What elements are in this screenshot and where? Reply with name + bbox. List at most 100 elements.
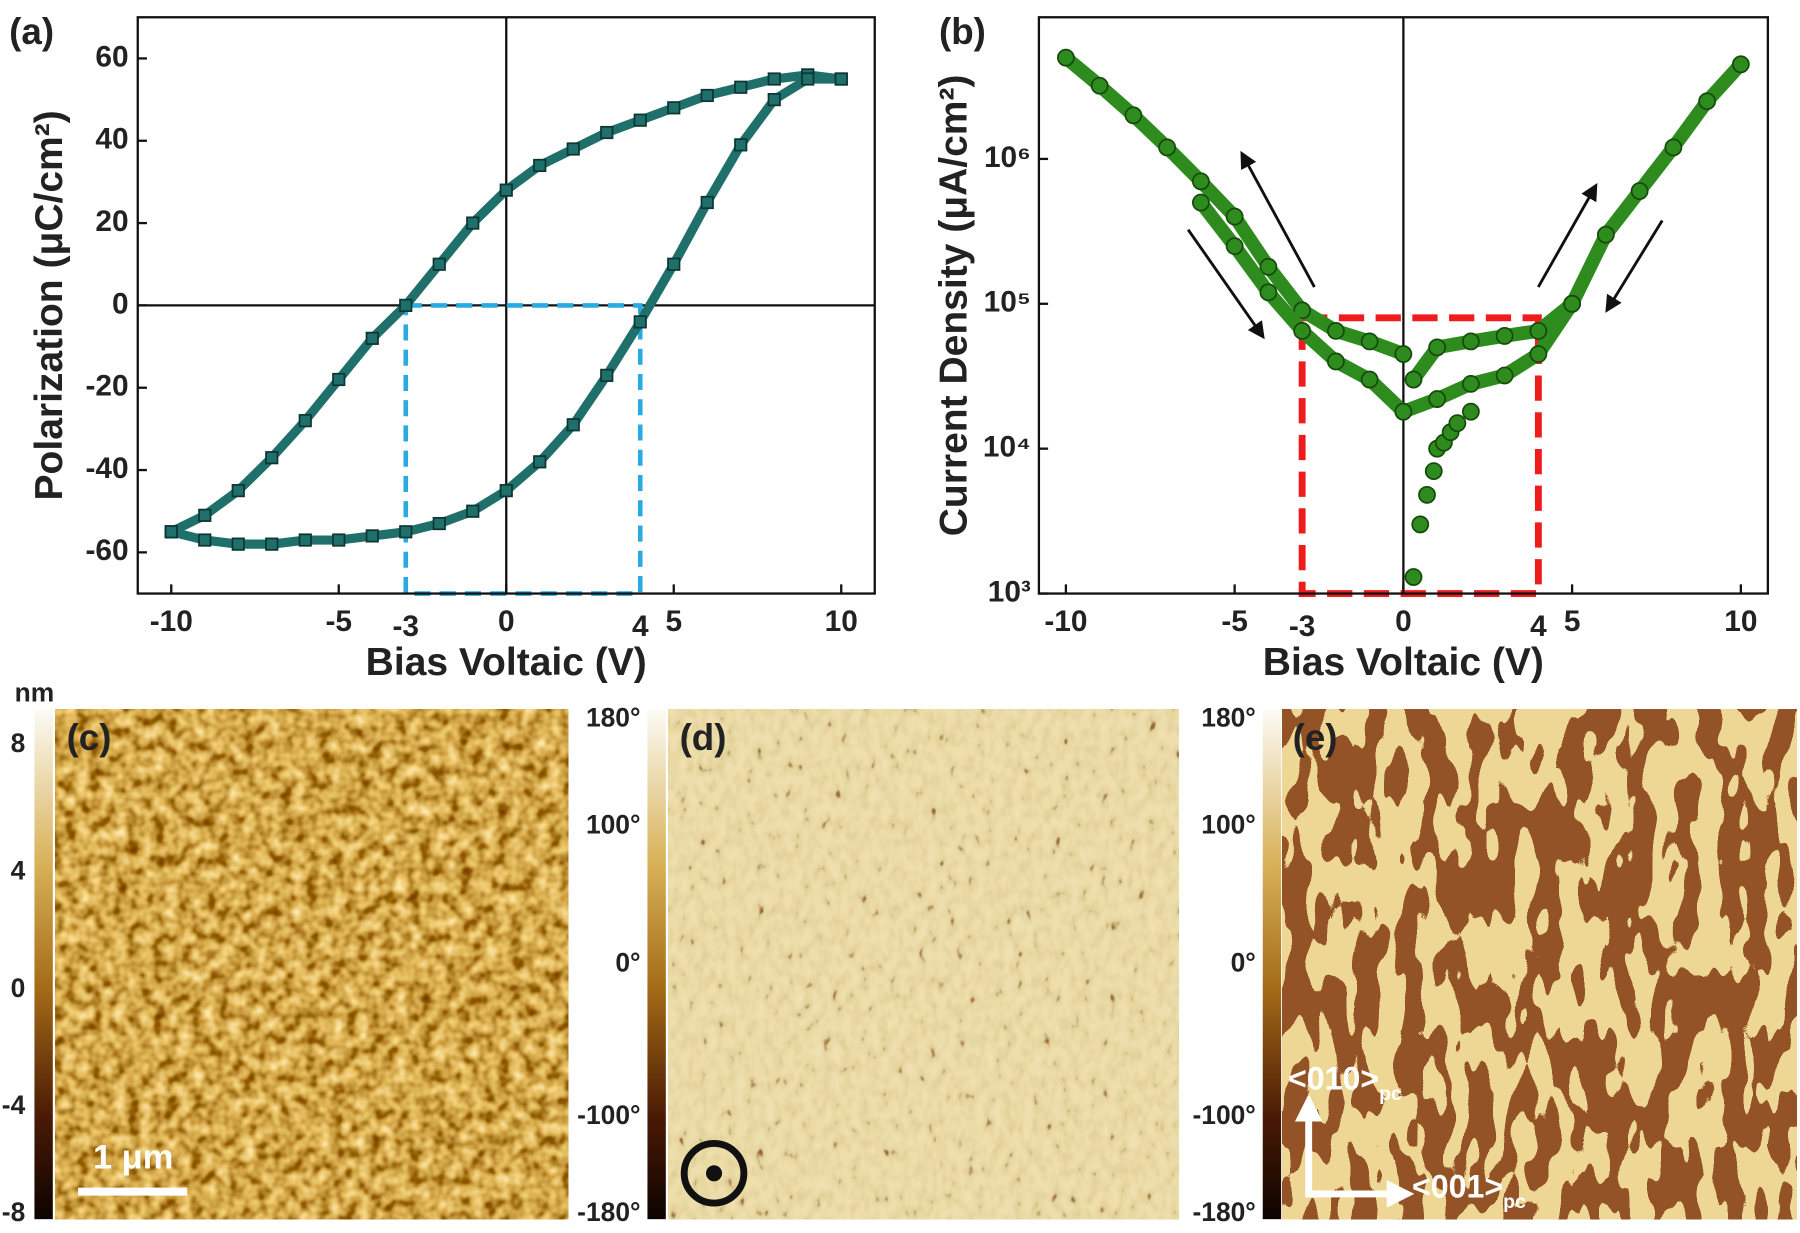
data-point: [1404, 568, 1423, 586]
colorbar-tick-label: 0°: [1231, 947, 1256, 977]
data-point: [499, 183, 513, 197]
data-point: [466, 504, 480, 518]
data-point: [1495, 327, 1514, 345]
colorbar-tick-label: -100°: [1192, 1100, 1255, 1130]
data-point: [1529, 321, 1548, 340]
y-tick-label: 40: [95, 123, 128, 156]
panel-label: (c): [67, 717, 112, 758]
data-point: [265, 451, 279, 465]
annotation: 4: [1530, 610, 1547, 643]
data-point: [1461, 402, 1480, 421]
colorbar-tick-label: 100°: [586, 810, 641, 840]
data-point: [834, 72, 848, 86]
direction-sub: pc: [1379, 1083, 1402, 1105]
y-tick-label: 60: [95, 40, 128, 73]
data-point: [700, 195, 714, 210]
data-point: [365, 529, 379, 543]
colorbar-tick-label: 0: [11, 973, 26, 1003]
panel-label: (d): [680, 717, 727, 758]
data-point: [1529, 345, 1548, 363]
data-point: [466, 216, 480, 230]
data-point: [1448, 414, 1467, 433]
data-point: [734, 80, 748, 94]
data-point: [533, 158, 547, 173]
data-point: [432, 516, 446, 531]
panel-label: (b): [939, 11, 986, 52]
panel-label: (e): [1293, 717, 1338, 758]
data-point: [1428, 338, 1447, 357]
data-point: [332, 372, 346, 387]
data-point: [566, 142, 580, 156]
y-axis-label: Current Density (μA/cm²): [933, 75, 976, 537]
data-point: [1158, 138, 1177, 157]
data-point: [1596, 225, 1615, 244]
y-tick-label: 10⁶: [984, 141, 1031, 174]
data-point: [1326, 321, 1345, 340]
data-point: [298, 414, 312, 428]
series-line: [1059, 50, 1411, 361]
data-point: [1057, 48, 1075, 67]
data-point: [1394, 345, 1413, 363]
direction-text: <010>: [1288, 1061, 1379, 1097]
arrow: [1186, 228, 1265, 340]
colorbar-tick-label: -8: [2, 1197, 25, 1227]
data-point: [1124, 106, 1143, 125]
y-tick-label: -20: [85, 370, 128, 403]
data-point: [1259, 257, 1278, 276]
colorbar-tick-label: 8: [11, 728, 26, 758]
data-point: [1664, 138, 1683, 157]
data-point: [499, 484, 513, 498]
data-point: [365, 331, 379, 345]
x-tick-label: 0: [498, 605, 515, 638]
arrows: [1186, 150, 1664, 340]
data-point: [633, 113, 647, 127]
colorbar-tick-label: 180°: [586, 703, 641, 733]
colorbar: [34, 709, 53, 1220]
y-tick-label: 10³: [988, 575, 1031, 608]
data-point: [265, 537, 279, 551]
data-point: [1326, 352, 1345, 371]
colorbar-tick-label: 180°: [1201, 703, 1256, 733]
colorbar-tick-label: 0°: [615, 947, 640, 977]
data-point: [1225, 237, 1244, 256]
x-tick-label: -10: [1044, 605, 1087, 638]
x-tick-label: -5: [1221, 605, 1248, 638]
data-point: [734, 138, 748, 152]
x-tick-label: 10: [1724, 605, 1757, 638]
arrow: [1240, 150, 1316, 288]
arrow: [1605, 219, 1664, 313]
data-point: [198, 533, 212, 547]
out-of-plane-dot: [705, 1165, 723, 1182]
colorbar: [647, 709, 666, 1220]
y-tick-label: 10⁴: [983, 431, 1031, 464]
colorbar-tick-label: -180°: [1192, 1197, 1255, 1227]
data-point: [1404, 370, 1423, 389]
data-point: [1461, 374, 1480, 393]
amplitude-image: [668, 709, 1179, 1220]
data-point: [1394, 402, 1413, 421]
colorbar-tick-label: 100°: [1201, 810, 1256, 840]
data-point: [767, 72, 781, 86]
colorbar-tick-label: 4: [11, 856, 26, 886]
x-tick-label: 10: [825, 605, 858, 638]
data-point: [801, 72, 815, 86]
phase-image: [1282, 709, 1797, 1220]
data-point: [1293, 301, 1312, 320]
x-tick-label: -5: [325, 605, 352, 638]
y-tick-label: -60: [85, 534, 128, 567]
data-point: [1495, 366, 1514, 385]
x-tick-label: 5: [665, 605, 682, 638]
data-point: [399, 298, 413, 313]
data-point: [700, 88, 714, 103]
data-point: [1698, 92, 1717, 111]
colorbar-tick-label: -4: [2, 1090, 26, 1120]
data-point: [1424, 462, 1443, 481]
data-point: [1563, 294, 1582, 313]
data-point: [1090, 76, 1109, 95]
data-point: [198, 508, 212, 522]
data-point: [633, 315, 647, 329]
arrow: [1537, 183, 1598, 288]
direction-text: <001>: [1412, 1169, 1503, 1205]
